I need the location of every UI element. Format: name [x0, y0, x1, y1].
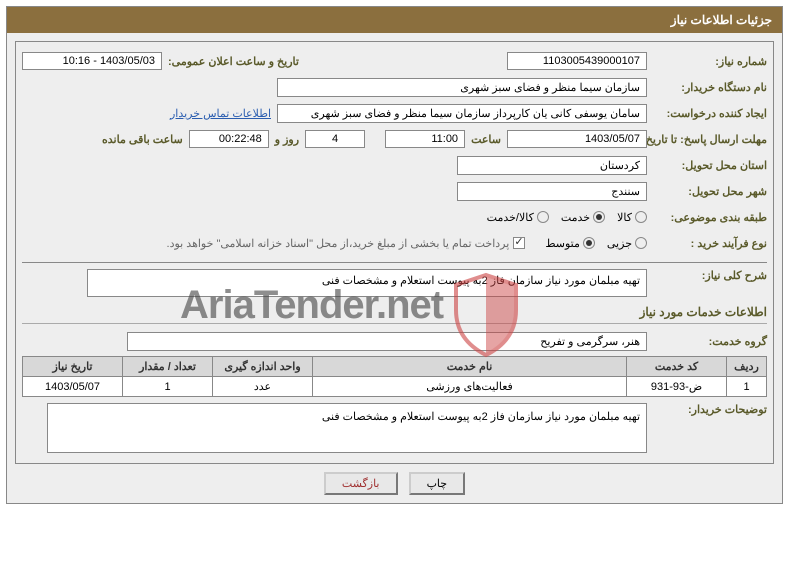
radio-goods-service-icon: [537, 211, 549, 223]
radio-goods-label: کالا: [617, 211, 632, 224]
purchase-radio-group: جزیی متوسط: [545, 237, 647, 250]
row-buyer-notes: توضیحات خریدار: تهیه مبلمان مورد نیاز سا…: [22, 403, 767, 453]
value-deadline-time: 11:00: [385, 130, 465, 148]
value-service-group: هنر، سرگرمی و تفریح: [127, 332, 647, 351]
back-button[interactable]: بازگشت: [324, 472, 398, 495]
table-header-row: ردیف کد خدمت نام خدمت واحد اندازه گیری ت…: [23, 357, 767, 377]
cell-service-code: ض-93-931: [627, 377, 727, 397]
label-days-and: روز و: [269, 133, 305, 146]
value-deadline-date: 1403/05/07: [507, 130, 647, 148]
button-row: چاپ بازگشت: [15, 472, 774, 495]
details-fieldset: شماره نیاز: 1103005439000107 تاریخ و ساع…: [15, 41, 774, 464]
value-creator: سامان یوسفی کانی یان کارپرداز سازمان سیم…: [277, 104, 647, 123]
label-announce-datetime: تاریخ و ساعت اعلان عمومی:: [162, 55, 305, 68]
value-general-desc: تهیه مبلمان مورد نیاز سازمان فاز 2به پیو…: [87, 269, 647, 297]
radio-medium-icon: [583, 237, 595, 249]
th-qty: تعداد / مقدار: [123, 357, 213, 377]
label-city: شهر محل تحویل:: [647, 185, 767, 198]
services-table: ردیف کد خدمت نام خدمت واحد اندازه گیری ت…: [22, 356, 767, 397]
main-container: جزئیات اطلاعات نیاز شماره نیاز: 11030054…: [6, 6, 783, 504]
radio-medium-label: متوسط: [545, 237, 580, 250]
row-city: شهر محل تحویل: سنندج: [22, 180, 767, 202]
cell-service-name: فعالیت‌های ورزشی: [313, 377, 627, 397]
radio-minor[interactable]: جزیی: [607, 237, 647, 250]
th-row: ردیف: [727, 357, 767, 377]
subject-radio-group: کالا خدمت کالا/خدمت: [487, 211, 647, 224]
value-time-remaining: 00:22:48: [189, 130, 269, 148]
label-buyer-notes: توضیحات خریدار:: [647, 403, 767, 416]
label-deadline: مهلت ارسال پاسخ: تا تاریخ:: [647, 133, 767, 146]
link-contact-info[interactable]: اطلاعات تماس خریدار: [170, 107, 271, 120]
radio-goods-service[interactable]: کالا/خدمت: [487, 211, 549, 224]
row-need-number: شماره نیاز: 1103005439000107 تاریخ و ساع…: [22, 50, 767, 72]
value-days-remaining: 4: [305, 130, 365, 148]
label-payment-note: پرداخت تمام یا بخشی از مبلغ خرید،از محل …: [167, 237, 510, 250]
divider-1: [22, 262, 767, 263]
value-province: کردستان: [457, 156, 647, 175]
label-creator: ایجاد کننده درخواست:: [647, 107, 767, 120]
th-service-code: کد خدمت: [627, 357, 727, 377]
value-need-number: 1103005439000107: [507, 52, 647, 70]
row-creator: ایجاد کننده درخواست: سامان یوسفی کانی یا…: [22, 102, 767, 124]
radio-service-label: خدمت: [561, 211, 590, 224]
label-province: استان محل تحویل:: [647, 159, 767, 172]
label-buyer-org: نام دستگاه خریدار:: [647, 81, 767, 94]
table-row: 1 ض-93-931 فعالیت‌های ورزشی عدد 1 1403/0…: [23, 377, 767, 397]
radio-goods[interactable]: کالا: [617, 211, 647, 224]
radio-service-icon: [593, 211, 605, 223]
label-time: ساعت: [465, 133, 507, 146]
row-service-group: گروه خدمت: هنر، سرگرمی و تفریح: [22, 330, 767, 352]
label-service-group: گروه خدمت:: [647, 335, 767, 348]
content-area: شماره نیاز: 1103005439000107 تاریخ و ساع…: [7, 33, 782, 503]
radio-goods-icon: [635, 211, 647, 223]
row-purchase-type: نوع فرآیند خرید : جزیی متوسط پرداخت تمام…: [22, 232, 767, 254]
row-deadline: مهلت ارسال پاسخ: تا تاریخ: 1403/05/07 سا…: [22, 128, 767, 150]
th-unit: واحد اندازه گیری: [213, 357, 313, 377]
checkbox-treasury[interactable]: [513, 237, 525, 249]
row-subject-category: طبقه بندی موضوعی: کالا خدمت کالا/خدمت: [22, 206, 767, 228]
print-button[interactable]: چاپ: [409, 472, 466, 495]
row-buyer-org: نام دستگاه خریدار: سازمان سیما منظر و فض…: [22, 76, 767, 98]
label-purchase-type: نوع فرآیند خرید :: [647, 237, 767, 250]
cell-unit: عدد: [213, 377, 313, 397]
label-subject-category: طبقه بندی موضوعی:: [647, 211, 767, 224]
radio-minor-icon: [635, 237, 647, 249]
th-need-date: تاریخ نیاز: [23, 357, 123, 377]
cell-need-date: 1403/05/07: [23, 377, 123, 397]
section-title-service-info: اطلاعات خدمات مورد نیاز: [22, 301, 767, 324]
value-city: سنندج: [457, 182, 647, 201]
value-buyer-org: سازمان سیما منظر و فضای سبز شهری: [277, 78, 647, 97]
radio-minor-label: جزیی: [607, 237, 632, 250]
panel-header: جزئیات اطلاعات نیاز: [7, 7, 782, 33]
label-general-desc: شرح کلی نیاز:: [647, 269, 767, 282]
row-general-desc: شرح کلی نیاز: تهیه مبلمان مورد نیاز سازم…: [22, 269, 767, 297]
radio-medium[interactable]: متوسط: [545, 237, 595, 250]
radio-service[interactable]: خدمت: [561, 211, 605, 224]
panel-title: جزئیات اطلاعات نیاز: [671, 13, 772, 27]
label-need-number: شماره نیاز:: [647, 55, 767, 68]
radio-goods-service-label: کالا/خدمت: [487, 211, 534, 224]
value-announce-datetime: 1403/05/03 - 10:16: [22, 52, 162, 70]
label-hours-remaining: ساعت باقی مانده: [96, 133, 189, 146]
value-buyer-notes: تهیه مبلمان مورد نیاز سازمان فاز 2به پیو…: [47, 403, 647, 453]
th-service-name: نام خدمت: [313, 357, 627, 377]
cell-qty: 1: [123, 377, 213, 397]
cell-row: 1: [727, 377, 767, 397]
row-province: استان محل تحویل: کردستان: [22, 154, 767, 176]
